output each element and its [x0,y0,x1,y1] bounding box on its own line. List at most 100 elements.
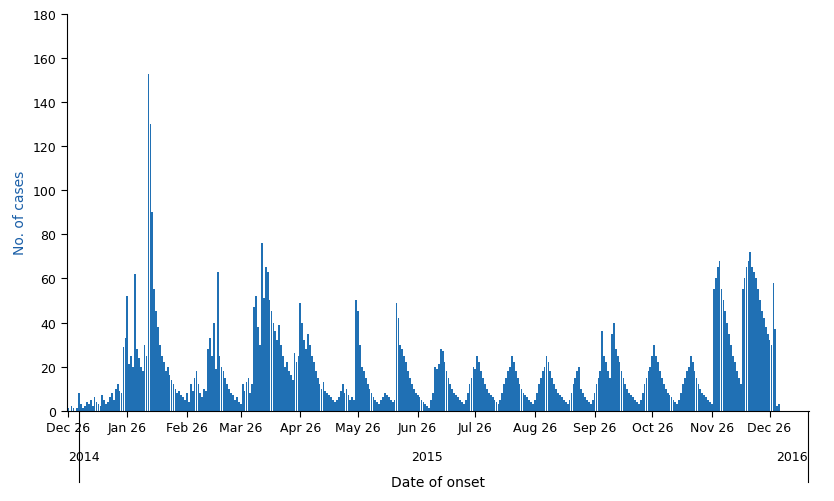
Bar [221,367,223,411]
Bar [115,389,117,411]
Bar [703,395,705,411]
Bar [454,393,455,411]
Bar [186,393,188,411]
Bar [671,398,672,411]
Bar [561,398,563,411]
Bar [459,400,461,411]
Bar [388,398,389,411]
Bar [573,384,575,411]
Bar [271,312,273,411]
Bar [753,273,755,411]
Bar [741,290,743,411]
Bar [67,409,68,411]
Bar [90,400,92,411]
Bar [255,297,257,411]
Bar [149,125,151,411]
Bar [244,391,245,411]
Bar [731,345,732,411]
Bar [242,384,244,411]
Bar [399,345,401,411]
Bar [263,299,264,411]
Bar [259,345,261,411]
Bar [609,378,610,411]
Bar [430,400,432,411]
Bar [622,378,625,411]
Bar [494,400,495,411]
Bar [686,371,688,411]
Bar [265,268,267,411]
Bar [363,371,364,411]
Bar [167,367,168,411]
Bar [719,262,721,411]
Bar [157,327,159,411]
Bar [595,384,597,411]
Bar [108,402,109,411]
Bar [384,393,386,411]
Bar [646,378,647,411]
Bar [248,378,249,411]
Bar [71,406,73,411]
Bar [588,402,590,411]
Bar [528,400,530,411]
Bar [455,395,457,411]
Bar [498,404,500,411]
Bar [329,395,330,411]
Bar [323,382,324,411]
Bar [198,384,199,411]
Bar [113,400,115,411]
Bar [465,400,466,411]
Bar [504,384,505,411]
Bar [311,356,313,411]
Bar [103,400,105,411]
Bar [279,325,280,411]
Bar [653,345,655,411]
Bar [251,384,254,411]
Bar [675,402,676,411]
Bar [663,384,665,411]
Bar [77,409,78,411]
Bar [398,319,399,411]
Bar [473,367,475,411]
Bar [601,332,603,411]
Bar [709,402,711,411]
Bar [766,334,768,411]
Text: 2014: 2014 [68,449,99,462]
Bar [706,398,707,411]
Bar [647,371,650,411]
Bar [394,400,395,411]
Bar [534,400,535,411]
Bar [382,398,384,411]
Bar [757,290,759,411]
Bar [121,393,123,411]
Bar [282,356,284,411]
Bar [359,345,361,411]
Bar [155,312,157,411]
Bar [475,369,476,411]
Bar [470,378,472,411]
Bar [174,389,176,411]
Bar [567,404,569,411]
Bar [565,402,566,411]
Bar [728,334,730,411]
Text: Date of onset: Date of onset [391,474,485,488]
Bar [330,398,332,411]
Bar [553,384,555,411]
Bar [634,400,636,411]
Bar [482,378,484,411]
Bar [479,362,480,411]
Bar [536,393,538,411]
Bar [761,312,763,411]
Bar [488,393,490,411]
Bar [130,356,132,411]
Bar [417,395,419,411]
Bar [626,389,628,411]
Bar [586,400,588,411]
Bar [590,404,591,411]
Bar [700,389,701,411]
Bar [288,371,289,411]
Bar [153,290,155,411]
Bar [619,362,620,411]
Bar [435,367,436,411]
Bar [763,319,765,411]
Bar [557,393,559,411]
